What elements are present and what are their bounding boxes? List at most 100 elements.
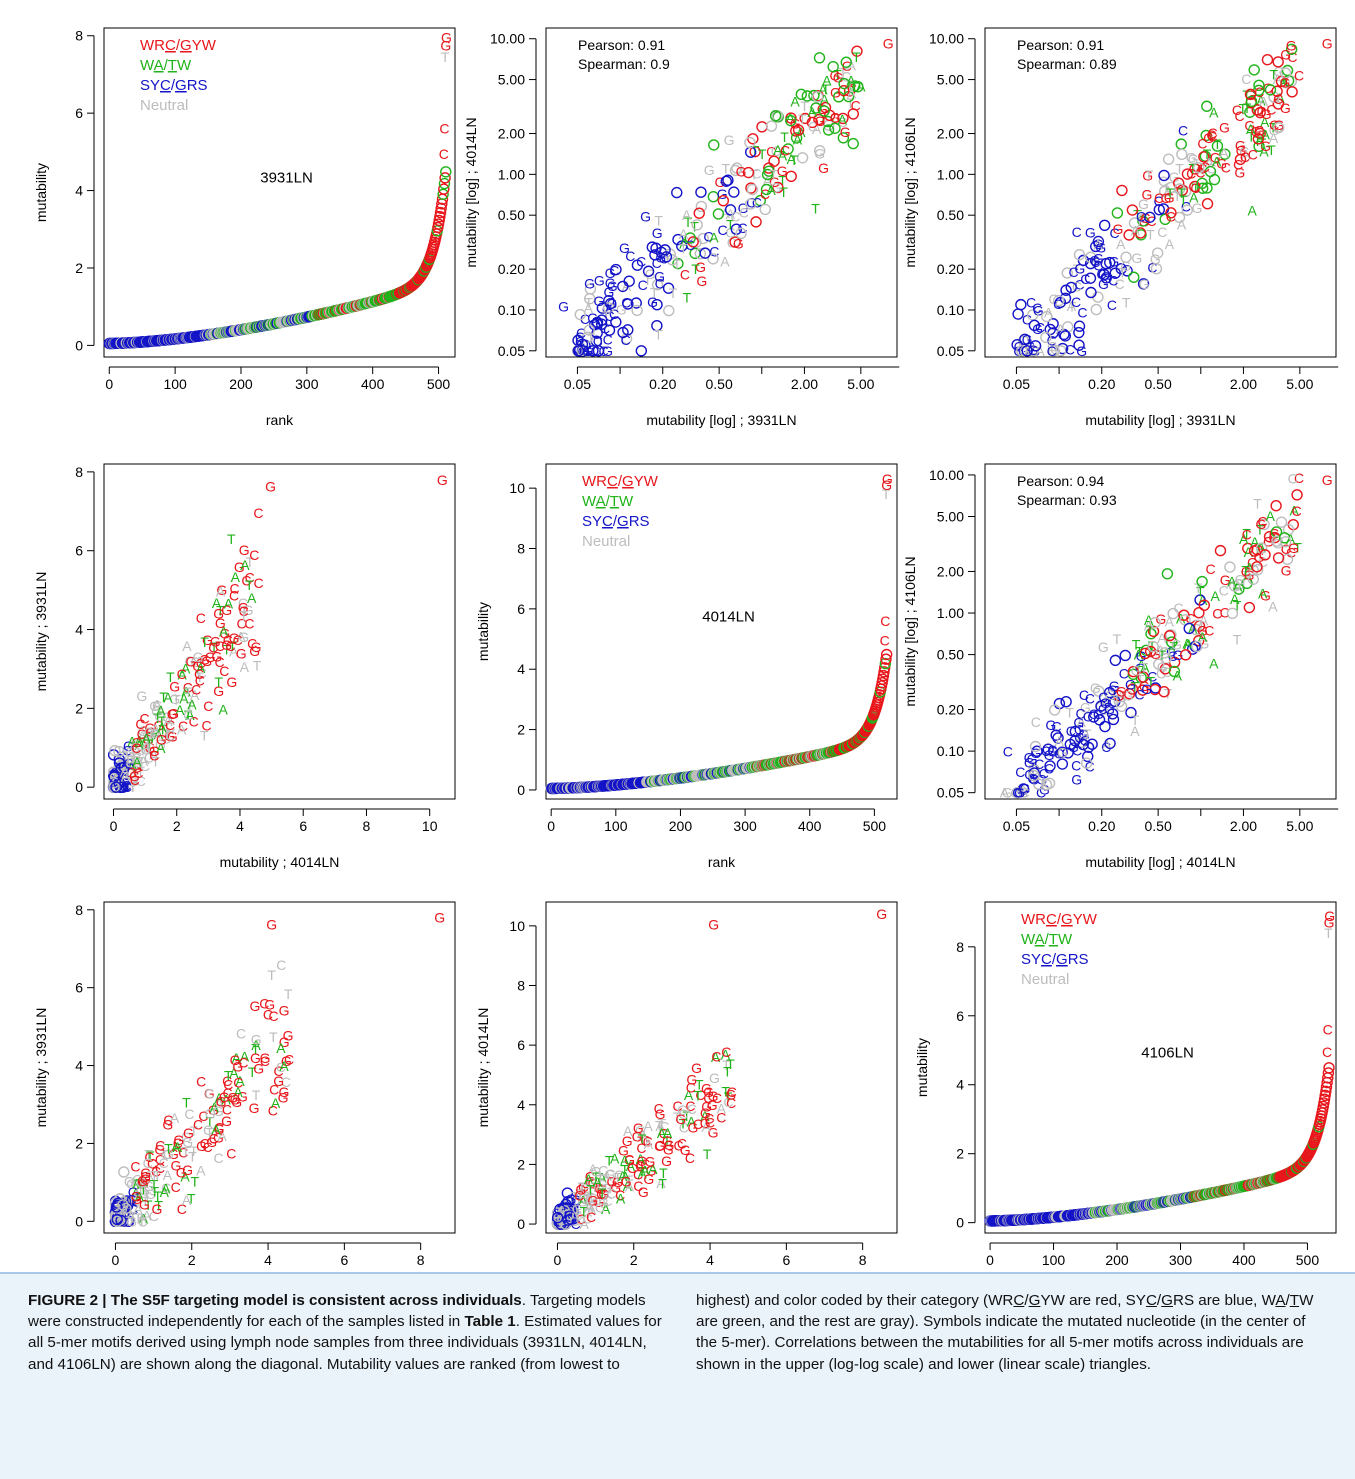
data-point	[1196, 177, 1208, 190]
data-point: T	[790, 152, 799, 168]
data-point: T	[576, 1186, 585, 1202]
data-point: T	[846, 95, 855, 111]
data-point: C	[233, 1075, 243, 1091]
data-point: T	[185, 699, 194, 715]
data-point: C	[263, 1007, 273, 1023]
data-point: T	[726, 1056, 735, 1072]
data-point: T	[1242, 525, 1251, 541]
data-point: T	[158, 722, 167, 738]
data-point	[1099, 720, 1111, 733]
data-point	[1139, 647, 1151, 660]
data-point	[1318, 1097, 1330, 1109]
data-point: C	[606, 1186, 616, 1202]
data-point: C	[1281, 541, 1291, 557]
data-point: G	[725, 1086, 736, 1102]
data-point: G	[215, 615, 226, 631]
panel-r3c3: 010020030040050002468rankmutabilityCCTGG…	[914, 901, 1337, 1268]
data-point	[1073, 249, 1086, 261]
data-point: T	[200, 634, 209, 650]
data-point	[1198, 599, 1211, 611]
data-point: T	[587, 330, 596, 346]
data-point: T	[141, 1193, 150, 1209]
data-point: A	[655, 1118, 665, 1134]
data-point: A	[1233, 579, 1243, 595]
data-point	[561, 1187, 574, 1199]
data-point: T	[723, 1063, 732, 1079]
data-point	[551, 1211, 564, 1224]
data-point: C	[576, 325, 586, 341]
y-tick-label: 2	[75, 1135, 83, 1151]
x-tick-label: 0.50	[1145, 818, 1172, 834]
data-point: C	[144, 749, 154, 765]
data-point: A	[766, 182, 776, 198]
data-point	[1271, 535, 1283, 547]
data-point: A	[138, 1210, 148, 1226]
data-point: G	[243, 602, 254, 618]
data-point: G	[1250, 123, 1261, 139]
data-point: G	[1235, 138, 1246, 154]
data-point: C	[1166, 644, 1176, 660]
data-point: C	[1232, 102, 1242, 118]
data-point: C	[1065, 342, 1075, 358]
data-point: A	[132, 1186, 142, 1202]
data-point: G	[612, 1174, 623, 1190]
data-point: C	[120, 757, 130, 773]
data-point	[1121, 265, 1133, 277]
data-point: G	[1044, 747, 1055, 763]
data-point: G	[145, 1186, 156, 1202]
data-point	[878, 666, 890, 678]
data-point: A	[623, 1178, 633, 1194]
x-tick-label: 0	[547, 818, 555, 834]
data-point: T	[605, 1152, 614, 1168]
data-point	[1261, 54, 1274, 66]
data-point: G	[604, 1167, 615, 1183]
data-point: A	[787, 151, 797, 167]
data-point: G	[593, 1194, 604, 1210]
data-point: G	[226, 674, 237, 690]
data-point: C	[195, 673, 205, 689]
data-point: T	[684, 214, 693, 230]
data-point: C	[1247, 555, 1257, 571]
data-point: C	[1119, 665, 1129, 681]
data-point: C	[1204, 622, 1214, 638]
data-point: T	[1191, 180, 1200, 196]
data-point	[1190, 623, 1202, 636]
data-point: G	[221, 637, 232, 653]
data-point	[1059, 292, 1072, 305]
y-tick-label: 4	[517, 1097, 525, 1113]
data-point: G	[253, 1061, 264, 1077]
y-tick-label: 8	[75, 28, 83, 44]
data-point: G	[1139, 678, 1150, 694]
data-point: C	[1294, 470, 1304, 486]
sample-label: 3931LN	[260, 170, 313, 187]
x-axis-label: mutability [log] ; 3931LN	[646, 412, 796, 428]
data-point: T	[1122, 294, 1131, 310]
data-point: C	[183, 680, 193, 696]
data-point: T	[1256, 522, 1265, 538]
data-point: G	[123, 738, 134, 754]
data-point	[1179, 649, 1192, 661]
data-point: C	[155, 1137, 165, 1153]
data-point: G	[1120, 258, 1131, 274]
x-tick-label: 200	[1105, 1252, 1129, 1268]
data-point: C	[177, 666, 187, 682]
data-point: C	[680, 266, 690, 282]
data-point	[1144, 211, 1156, 223]
data-point: G	[239, 542, 250, 558]
data-point: G	[251, 639, 262, 655]
data-point	[1173, 211, 1186, 224]
data-point: A	[1188, 620, 1198, 636]
data-point: G	[883, 36, 894, 52]
data-point: C	[711, 1049, 721, 1065]
data-point: T	[190, 1123, 199, 1139]
data-point: C	[223, 1076, 233, 1092]
data-point: C	[126, 755, 136, 771]
data-point	[765, 120, 778, 132]
data-point: A	[1131, 223, 1141, 239]
data-point: C	[203, 698, 213, 714]
data-point: C	[1047, 332, 1057, 348]
pearson-label: Pearson: 0.91	[1017, 37, 1104, 53]
data-point: G	[1269, 526, 1280, 542]
data-point: G	[1150, 251, 1161, 267]
